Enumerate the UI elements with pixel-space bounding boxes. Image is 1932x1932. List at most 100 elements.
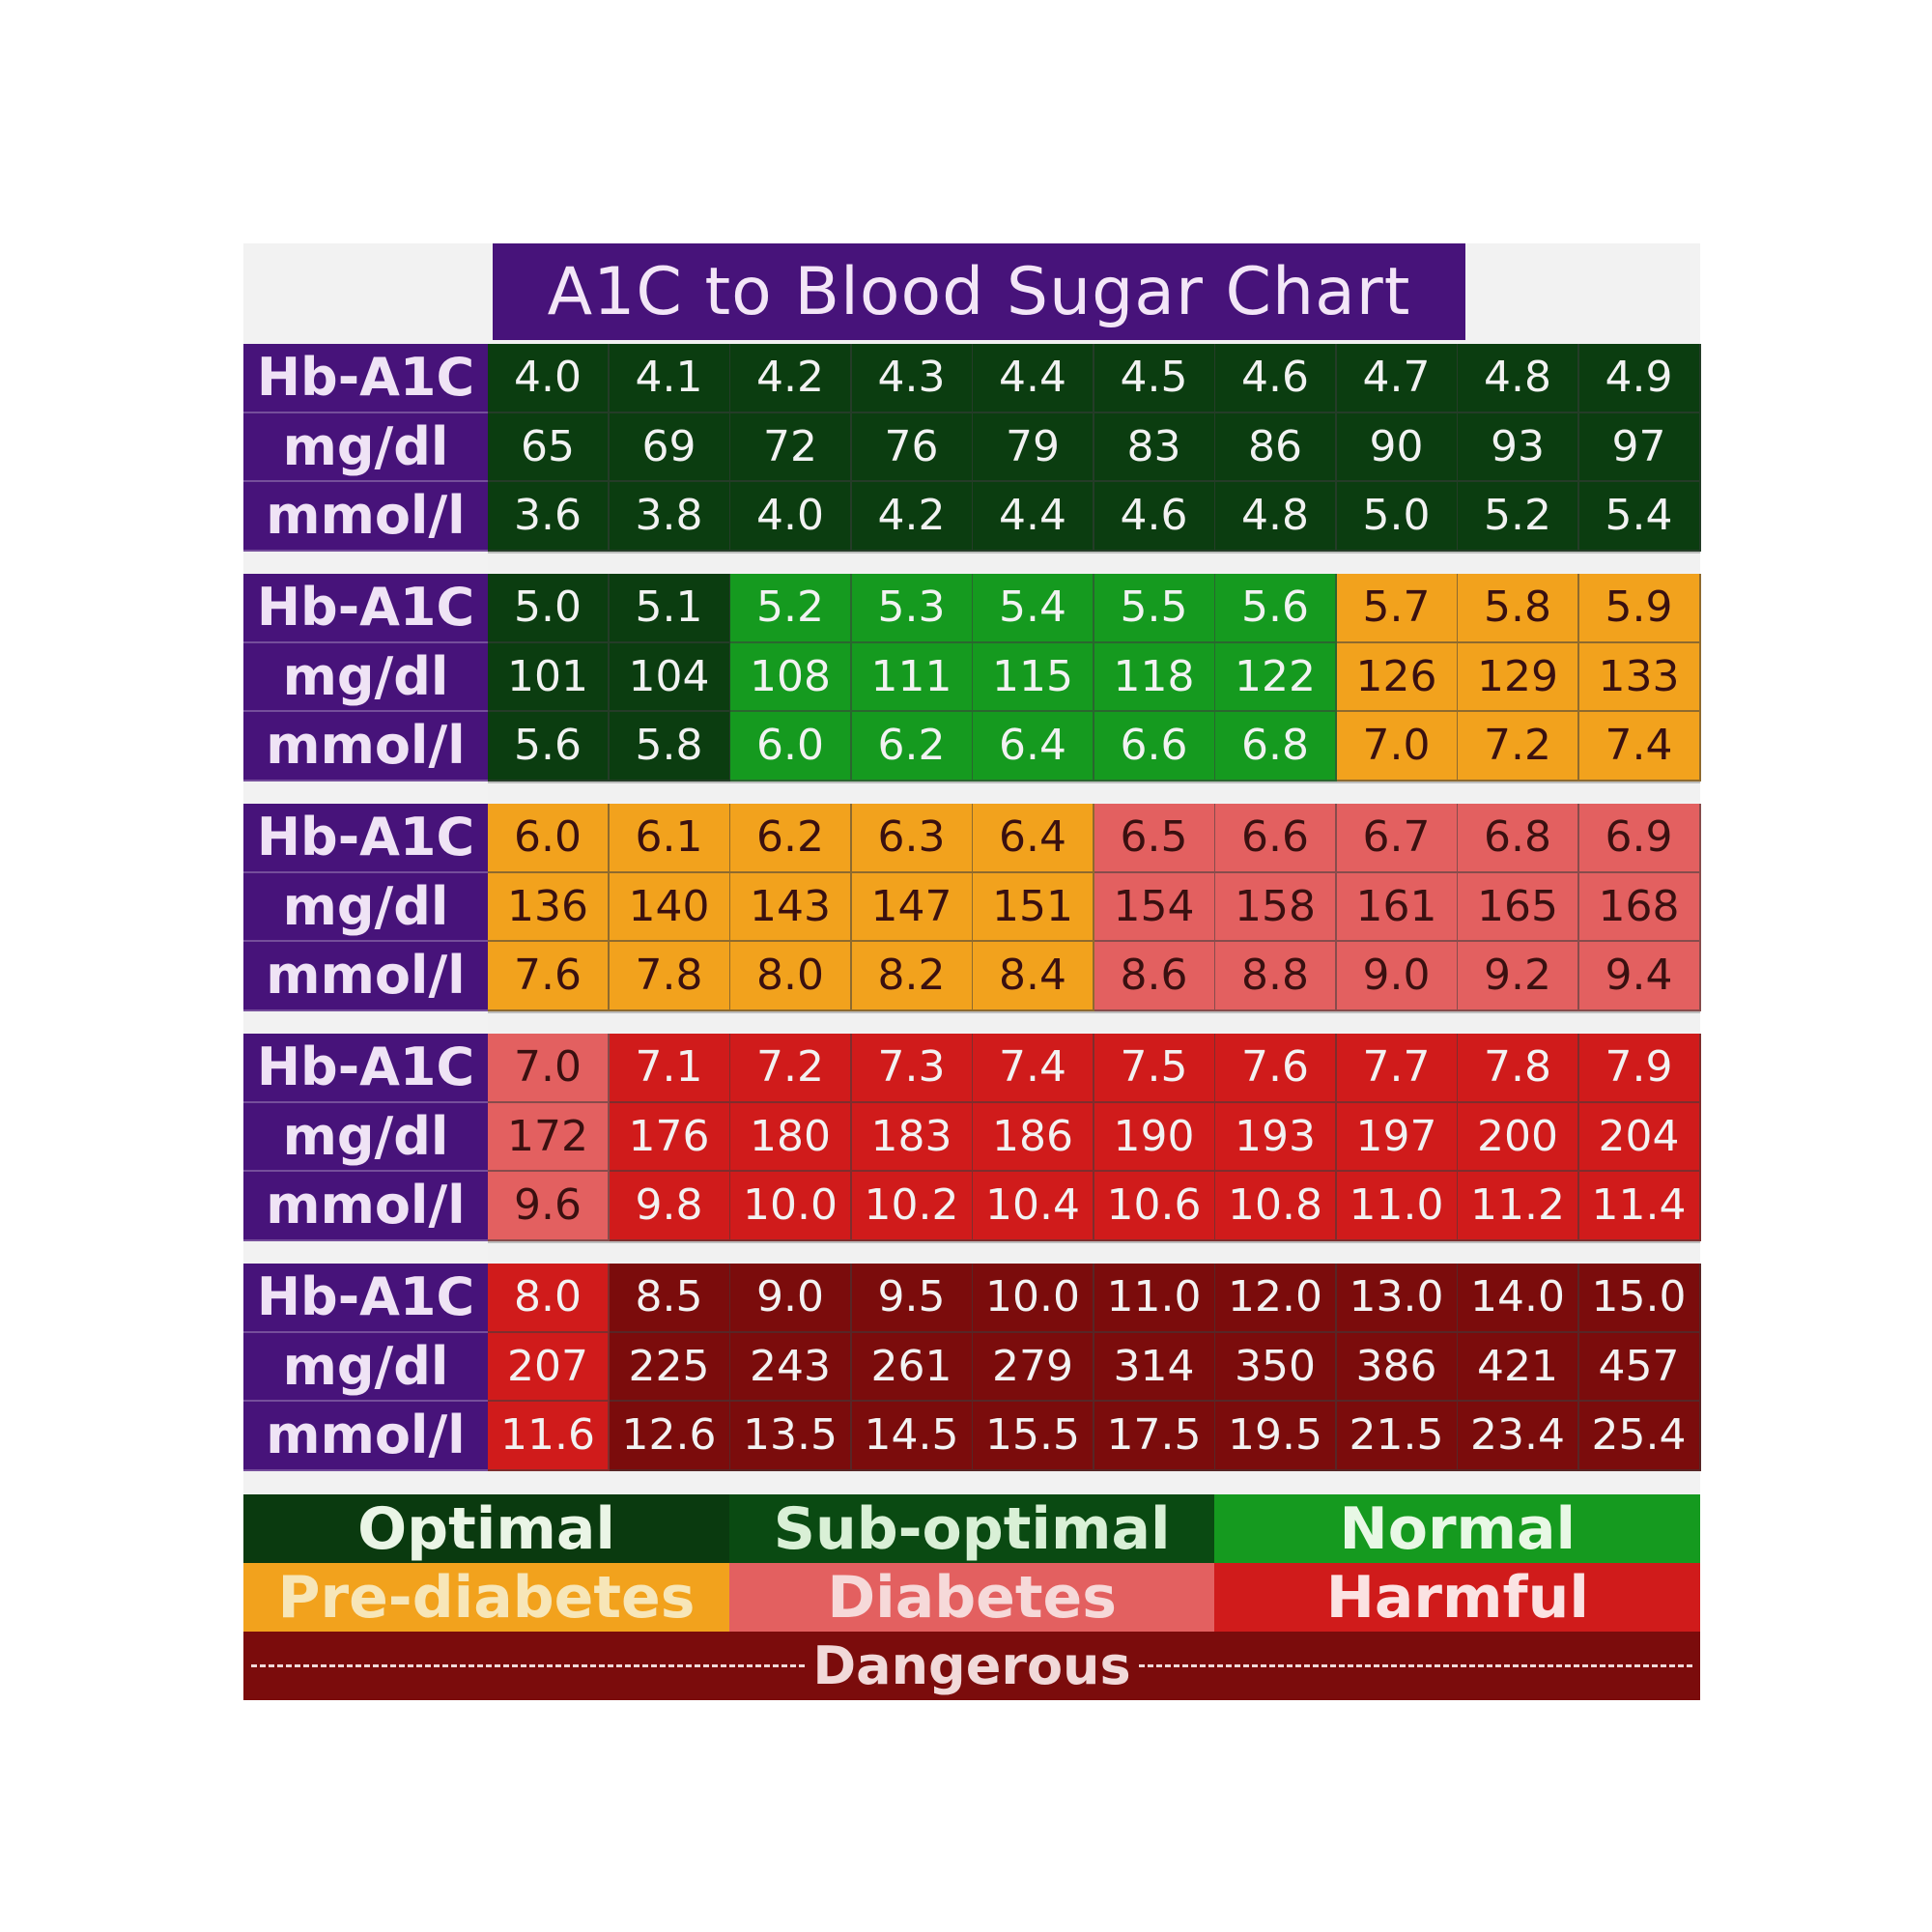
row-label-hba1c: Hb-A1C [243,1264,488,1333]
cell-hba1c: 6.5 [1094,804,1216,873]
row-label-mmoll: mmol/l [243,712,488,781]
cell-hba1c: 5.4 [973,574,1094,643]
row-label-mgdl: mg/dl [243,872,488,942]
cell-hba1c: 4.5 [1094,344,1216,413]
cell-mgdl: 180 [730,1102,852,1172]
cell-mgdl: 350 [1215,1332,1337,1402]
cell-hba1c: 4.2 [730,344,852,413]
row-label-mgdl: mg/dl [243,1102,488,1172]
cell-hba1c: 7.3 [851,1034,974,1103]
cell-mmoll: 10.2 [851,1172,974,1241]
cell-mgdl: 197 [1336,1102,1459,1172]
cell-mmoll: 6.8 [1215,712,1337,781]
cell-mmoll: 5.8 [609,712,731,781]
dash-line-left [251,1664,806,1667]
cell-mmoll: 19.5 [1215,1402,1337,1471]
cell-hba1c: 5.8 [1458,574,1579,643]
cell-mgdl: 314 [1094,1332,1216,1402]
cell-mgdl: 133 [1578,642,1701,712]
cell-mmoll: 9.2 [1458,942,1579,1011]
cell-mmoll: 9.8 [609,1172,731,1241]
cell-hba1c: 5.5 [1094,574,1216,643]
cell-hba1c: 7.1 [609,1034,731,1103]
cell-mmoll: 23.4 [1458,1402,1579,1471]
cell-hba1c: 13.0 [1336,1264,1459,1333]
cell-hba1c: 5.1 [609,574,731,643]
cell-mmoll: 10.0 [730,1172,852,1241]
cell-hba1c: 14.0 [1458,1264,1579,1333]
cell-hba1c: 4.3 [851,344,974,413]
cell-hba1c: 6.1 [609,804,731,873]
cell-mmoll: 11.0 [1336,1172,1459,1241]
row-label-hba1c: Hb-A1C [243,804,488,873]
cell-mgdl: 147 [851,872,974,942]
cell-mmoll: 9.4 [1578,942,1701,1011]
cell-hba1c: 4.1 [609,344,731,413]
cell-mgdl: 104 [609,642,731,712]
legend-dangerous-label: Dangerous [812,1635,1131,1696]
cell-hba1c: 8.0 [488,1264,610,1333]
cell-hba1c: 11.0 [1094,1264,1216,1333]
cell-mgdl: 204 [1578,1102,1701,1172]
cell-mgdl: 101 [488,642,610,712]
cell-mmoll: 7.0 [1336,712,1459,781]
cell-mmoll: 4.4 [973,482,1094,552]
legend-optimal: Optimal [243,1494,729,1563]
row-label-mgdl: mg/dl [243,642,488,712]
chart-title: A1C to Blood Sugar Chart [493,243,1465,340]
row-label-mmoll: mmol/l [243,942,488,1011]
cell-hba1c: 7.0 [488,1034,610,1103]
row-label-mmoll: mmol/l [243,482,488,552]
cell-hba1c: 15.0 [1578,1264,1701,1333]
cell-mmoll: 5.0 [1336,482,1459,552]
cell-mmoll: 10.4 [973,1172,1094,1241]
cell-mmoll: 25.4 [1578,1402,1701,1471]
cell-hba1c: 5.3 [851,574,974,643]
cell-mmoll: 14.5 [851,1402,974,1471]
cell-mmoll: 9.0 [1336,942,1459,1011]
cell-mmoll: 3.8 [609,482,731,552]
cell-mgdl: 79 [973,412,1094,482]
cell-mgdl: 93 [1458,412,1579,482]
cell-hba1c: 8.5 [609,1264,731,1333]
row-label-hba1c: Hb-A1C [243,1034,488,1103]
legend-suboptimal: Sub-optimal [728,1494,1215,1563]
cell-mmoll: 7.8 [609,942,731,1011]
cell-mmoll: 15.5 [973,1402,1094,1471]
cell-hba1c: 4.9 [1578,344,1701,413]
cell-mgdl: 193 [1215,1102,1337,1172]
cell-hba1c: 6.4 [973,804,1094,873]
cell-hba1c: 6.8 [1458,804,1579,873]
cell-mmoll: 4.2 [851,482,974,552]
cell-mmoll: 4.8 [1215,482,1337,552]
cell-hba1c: 6.9 [1578,804,1701,873]
cell-mgdl: 200 [1458,1102,1579,1172]
cell-mmoll: 21.5 [1336,1402,1459,1471]
cell-hba1c: 12.0 [1215,1264,1337,1333]
cell-mmoll: 12.6 [609,1402,731,1471]
cell-hba1c: 5.9 [1578,574,1701,643]
cell-hba1c: 7.6 [1215,1034,1337,1103]
cell-mgdl: 72 [730,412,852,482]
cell-mgdl: 65 [488,412,610,482]
cell-mgdl: 190 [1094,1102,1216,1172]
cell-mmoll: 9.6 [488,1172,610,1241]
cell-mmoll: 4.6 [1094,482,1216,552]
cell-hba1c: 7.8 [1458,1034,1579,1103]
cell-mgdl: 207 [488,1332,610,1402]
cell-mmoll: 10.6 [1094,1172,1216,1241]
cell-mmoll: 5.6 [488,712,610,781]
cell-mgdl: 176 [609,1102,731,1172]
cell-mmoll: 7.4 [1578,712,1701,781]
cell-mmoll: 10.8 [1215,1172,1337,1241]
cell-mgdl: 122 [1215,642,1337,712]
row-label-mgdl: mg/dl [243,1332,488,1402]
cell-hba1c: 9.0 [730,1264,852,1333]
cell-mgdl: 225 [609,1332,731,1402]
cell-mgdl: 86 [1215,412,1337,482]
cell-mmoll: 3.6 [488,482,610,552]
cell-mmoll: 11.6 [488,1402,610,1471]
cell-hba1c: 7.2 [730,1034,852,1103]
cell-mmoll: 8.2 [851,942,974,1011]
cell-hba1c: 5.0 [488,574,610,643]
